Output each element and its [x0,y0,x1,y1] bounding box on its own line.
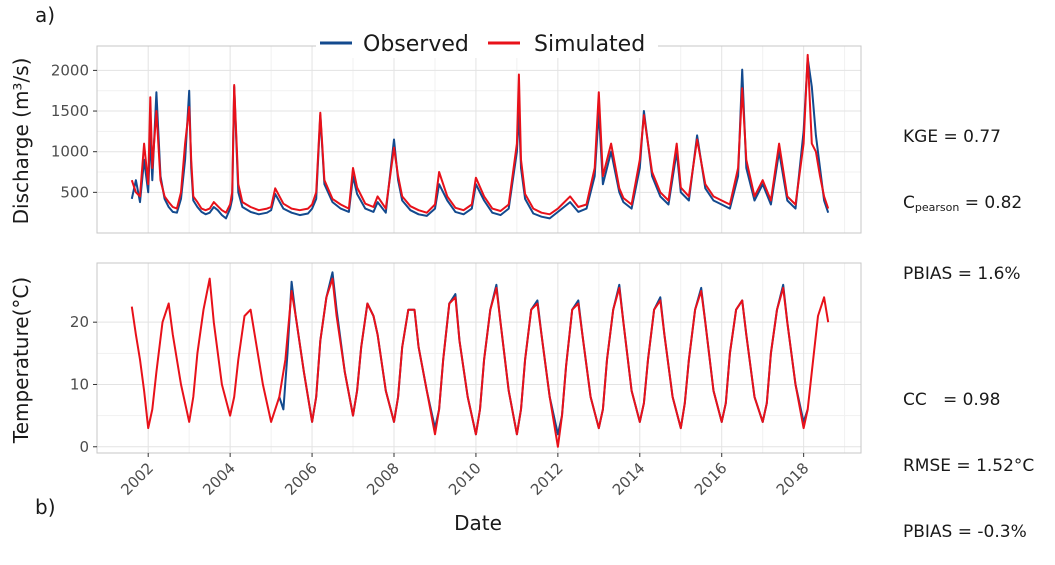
x-tick-label: 2012 [527,459,567,499]
rmse-stat: RMSE = 1.52°C [903,456,1035,476]
pearson-subscript: pearson [914,201,960,214]
discharge-pbias-stat: PBIAS = 1.6% [903,264,1021,284]
y-tick-label: 10 [70,375,89,393]
legend-simulated-label: Simulated [534,32,645,57]
x-tick-label: 2018 [773,459,813,499]
temperature-simulated-line [130,277,830,448]
x-axis-ticks: 2002 2004 2006 2008 2010 2012 2014 2016 2018 [117,453,812,499]
discharge-simulated-line [130,53,830,216]
x-tick-label: 2014 [609,459,649,499]
temperature-y-axis-title: Temperature(°C) [9,277,33,444]
discharge-y-ticks: 500 1000 1500 2000 [51,61,97,201]
pearson-stat: Cpearson = 0.82 [903,192,1022,219]
legend-observed-label: Observed [363,32,469,57]
y-tick-label: 1000 [51,143,89,161]
x-tick-label: 2006 [281,459,321,499]
panel-a-tag: a) [35,3,55,27]
x-tick-label: 2004 [199,459,239,499]
legend: Observed Simulated [316,30,658,58]
temperature-y-ticks: 0 10 20 [70,313,97,456]
temperature-panel-frame [96,262,862,454]
y-tick-label: 0 [79,438,89,456]
x-tick-label: 2010 [445,459,485,499]
discharge-panel: 500 1000 1500 2000 Discharge (m³/s) [9,45,862,234]
x-tick-label: 2016 [691,459,731,499]
y-tick-label: 20 [70,313,89,331]
pearson-symbol: C [903,193,915,213]
y-tick-label: 500 [60,183,89,201]
discharge-stats: KGE = 0.77 Cpearson = 0.82 PBIAS = 1.6% [903,82,1022,307]
kge-stat: KGE = 0.77 [903,127,1001,147]
pearson-value: = 0.82 [959,193,1023,213]
temperature-series [130,271,830,448]
figure: a) b) 500 1000 1500 2000 Discharge (m³/s) 0… [9,3,862,535]
panel-b-tag: b) [35,495,56,519]
x-tick-label: 2008 [363,459,403,499]
temperature-pbias-stat: PBIAS = -0.3% [903,522,1027,542]
temperature-stats: CC = 0.98 RMSE = 1.52°C PBIAS = -0.3% [903,345,1034,565]
temperature-grid [97,263,861,453]
y-tick-label: 1500 [51,102,89,120]
x-axis-title: Date [454,511,502,535]
x-tick-label: 2002 [117,459,157,499]
cc-stat: CC = 0.98 [903,390,1001,410]
discharge-y-axis-title: Discharge (m³/s) [9,58,33,225]
y-tick-label: 2000 [51,61,89,79]
discharge-series [130,53,830,220]
